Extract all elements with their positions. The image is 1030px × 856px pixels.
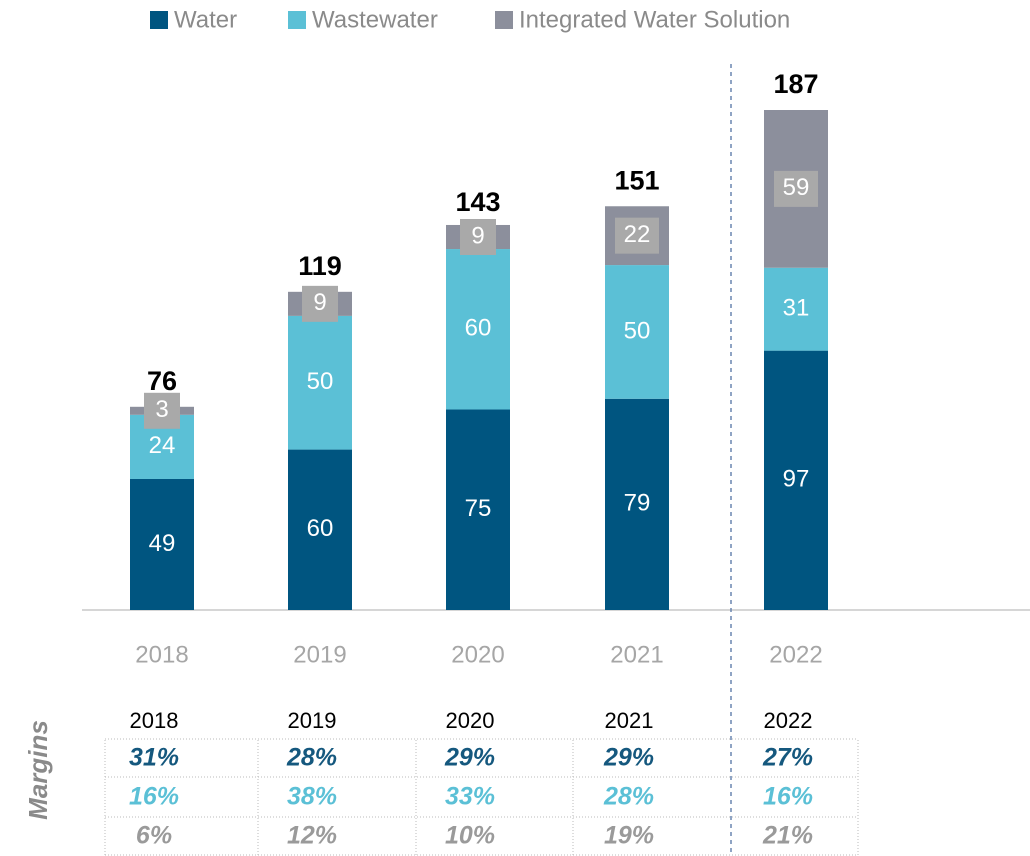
- table-cell: 21%: [762, 822, 813, 850]
- segment-label: 31: [783, 295, 810, 322]
- margins-title: Margins: [23, 720, 53, 820]
- total-label: 151: [614, 165, 659, 195]
- table-cell: 12%: [287, 822, 337, 850]
- segment-label: 60: [465, 315, 492, 342]
- table-header: 2019: [288, 708, 337, 733]
- table-cell: 27%: [762, 744, 813, 772]
- total-label: 119: [298, 251, 342, 281]
- legend-label: Integrated Water Solution: [519, 6, 790, 33]
- legend-label: Water: [174, 6, 237, 33]
- x-tick-label: 2022: [769, 641, 822, 668]
- label-box: [615, 217, 659, 254]
- bar-segment: [764, 267, 828, 351]
- table-cell: 10%: [445, 822, 495, 850]
- total-label: 187: [773, 69, 818, 99]
- x-tick-label: 2018: [135, 641, 188, 668]
- table-header: 2022: [764, 708, 813, 733]
- segment-label: 79: [624, 490, 651, 517]
- segment-label: 50: [307, 368, 334, 395]
- table-header: 2018: [130, 708, 179, 733]
- table-cell: 28%: [603, 783, 654, 811]
- segment-label: 59: [783, 174, 810, 201]
- table-cell: 28%: [286, 744, 337, 772]
- x-tick-label: 2020: [451, 641, 504, 668]
- bar-segment: [605, 398, 669, 610]
- bar-segment: [288, 315, 352, 450]
- legend-swatch: [495, 11, 513, 29]
- bar-segment: [130, 478, 194, 610]
- segment-label: 50: [624, 317, 651, 344]
- bar-segment: [764, 350, 828, 610]
- bar-segment: [446, 409, 510, 610]
- table-cell: 16%: [129, 783, 179, 811]
- segment-label: 49: [149, 530, 176, 557]
- label-box: [144, 392, 180, 429]
- total-label: 76: [147, 366, 177, 396]
- segment-label: 3: [155, 396, 168, 423]
- table-cell: 29%: [603, 744, 654, 772]
- bar-segment: [605, 265, 669, 399]
- segment-label: 60: [307, 515, 334, 542]
- legend-label: Wastewater: [312, 6, 438, 33]
- table-cell: 16%: [763, 783, 813, 811]
- segment-label: 24: [149, 432, 176, 459]
- label-box: [460, 219, 496, 256]
- table-cell: 38%: [287, 783, 337, 811]
- legend-swatch: [288, 11, 306, 29]
- label-box: [302, 285, 338, 322]
- bar-segment: [288, 449, 352, 610]
- table-cell: 31%: [129, 744, 179, 772]
- table-cell: 33%: [445, 783, 495, 811]
- x-tick-label: 2021: [610, 641, 663, 668]
- x-tick-label: 2019: [293, 641, 346, 668]
- table-cell: 6%: [136, 822, 172, 850]
- table-cell: 19%: [604, 822, 654, 850]
- segment-label: 22: [624, 221, 651, 248]
- bar-segment: [446, 249, 510, 410]
- table-header: 2020: [446, 708, 495, 733]
- label-box: [774, 170, 818, 207]
- segment-label: 9: [313, 289, 326, 316]
- legend-swatch: [150, 11, 168, 29]
- segment-label: 97: [783, 466, 810, 493]
- table-cell: 29%: [444, 744, 495, 772]
- segment-label: 75: [465, 495, 492, 522]
- table-header: 2021: [605, 708, 654, 733]
- total-label: 143: [455, 187, 500, 217]
- segment-label: 9: [471, 222, 484, 249]
